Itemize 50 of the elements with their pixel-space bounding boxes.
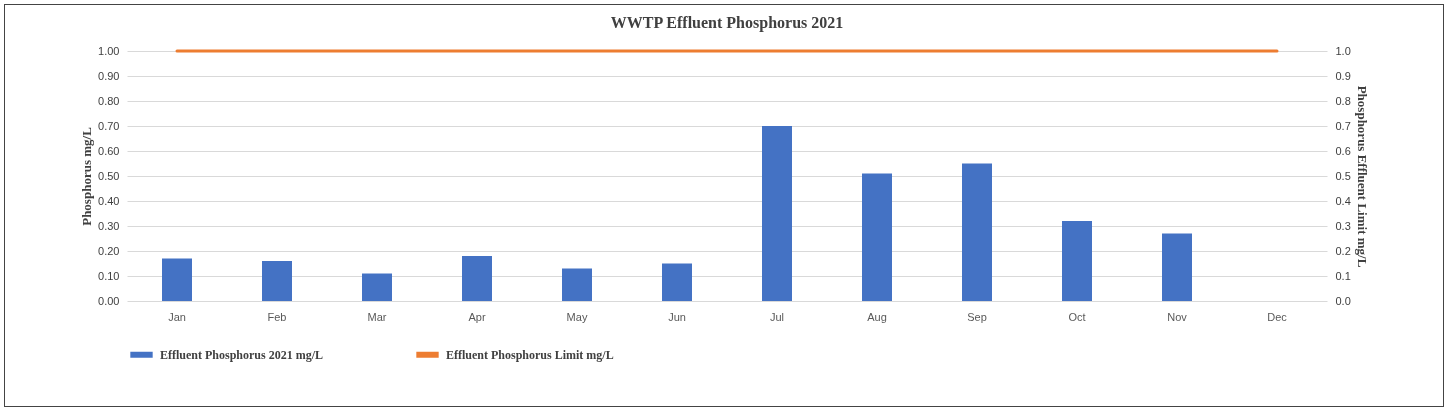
x-tick-label: Feb bbox=[267, 310, 287, 323]
bar bbox=[462, 256, 492, 301]
bar bbox=[162, 258, 192, 301]
x-tick-label: Dec bbox=[1267, 310, 1288, 323]
y2-tick-label: 0.8 bbox=[1335, 94, 1351, 107]
y-tick-label: 0.70 bbox=[98, 119, 120, 132]
x-tick-label: Mar bbox=[367, 310, 387, 323]
y-tick-label: 0.40 bbox=[98, 194, 120, 207]
x-tick-label: Oct bbox=[1068, 310, 1086, 323]
y2-tick-label: 0.6 bbox=[1335, 144, 1351, 157]
y2-tick-label: 0.3 bbox=[1335, 219, 1351, 232]
y2-axis-title: Phosphorus Effluent Limit mg/L bbox=[1354, 85, 1370, 268]
y-tick-label: 0.20 bbox=[98, 244, 120, 257]
x-tick-label: Jul bbox=[769, 310, 785, 323]
y-tick-label: 0.90 bbox=[98, 69, 120, 82]
y-tick-label: 0.60 bbox=[98, 144, 120, 157]
x-tick-label: May bbox=[566, 310, 588, 323]
y-axis-title: Phosphorus mg/L bbox=[79, 126, 95, 226]
bar bbox=[1062, 221, 1092, 301]
y-tick-label: 0.30 bbox=[98, 219, 120, 232]
legend-label: Effluent Phosphorus 2021 mg/L bbox=[160, 347, 324, 362]
y-tick-label: 1.00 bbox=[98, 44, 120, 57]
y2-tick-label: 0.9 bbox=[1335, 69, 1351, 82]
x-tick-label: Apr bbox=[468, 310, 486, 323]
y2-tick-label: 0.0 bbox=[1335, 294, 1351, 307]
bar bbox=[762, 126, 792, 301]
bar bbox=[262, 261, 292, 301]
y2-tick-label: 0.4 bbox=[1335, 194, 1351, 207]
x-tick-label: Nov bbox=[1167, 310, 1188, 323]
x-tick-label: Jan bbox=[168, 310, 186, 323]
x-tick-label: Aug bbox=[867, 310, 887, 323]
bar bbox=[662, 263, 692, 301]
bar bbox=[562, 268, 592, 301]
legend-label: Effluent Phosphorus Limit mg/L bbox=[446, 347, 614, 362]
y-tick-label: 0.10 bbox=[98, 269, 120, 282]
y2-tick-label: 1.0 bbox=[1335, 44, 1351, 57]
x-tick-label: Sep bbox=[967, 310, 987, 323]
y2-tick-label: 0.2 bbox=[1335, 244, 1351, 257]
x-tick-label: Jun bbox=[668, 310, 686, 323]
y2-tick-label: 0.7 bbox=[1335, 119, 1351, 132]
y-tick-label: 0.50 bbox=[98, 169, 120, 182]
bar bbox=[862, 173, 892, 301]
bar bbox=[1162, 233, 1192, 301]
y-tick-label: 0.00 bbox=[98, 294, 120, 307]
chart-title: WWTP Effluent Phosphorus 2021 bbox=[610, 14, 844, 32]
y2-tick-label: 0.1 bbox=[1335, 269, 1351, 282]
bar bbox=[362, 273, 392, 301]
y2-tick-label: 0.5 bbox=[1335, 169, 1351, 182]
y-tick-label: 0.80 bbox=[98, 94, 120, 107]
bar bbox=[962, 163, 992, 301]
